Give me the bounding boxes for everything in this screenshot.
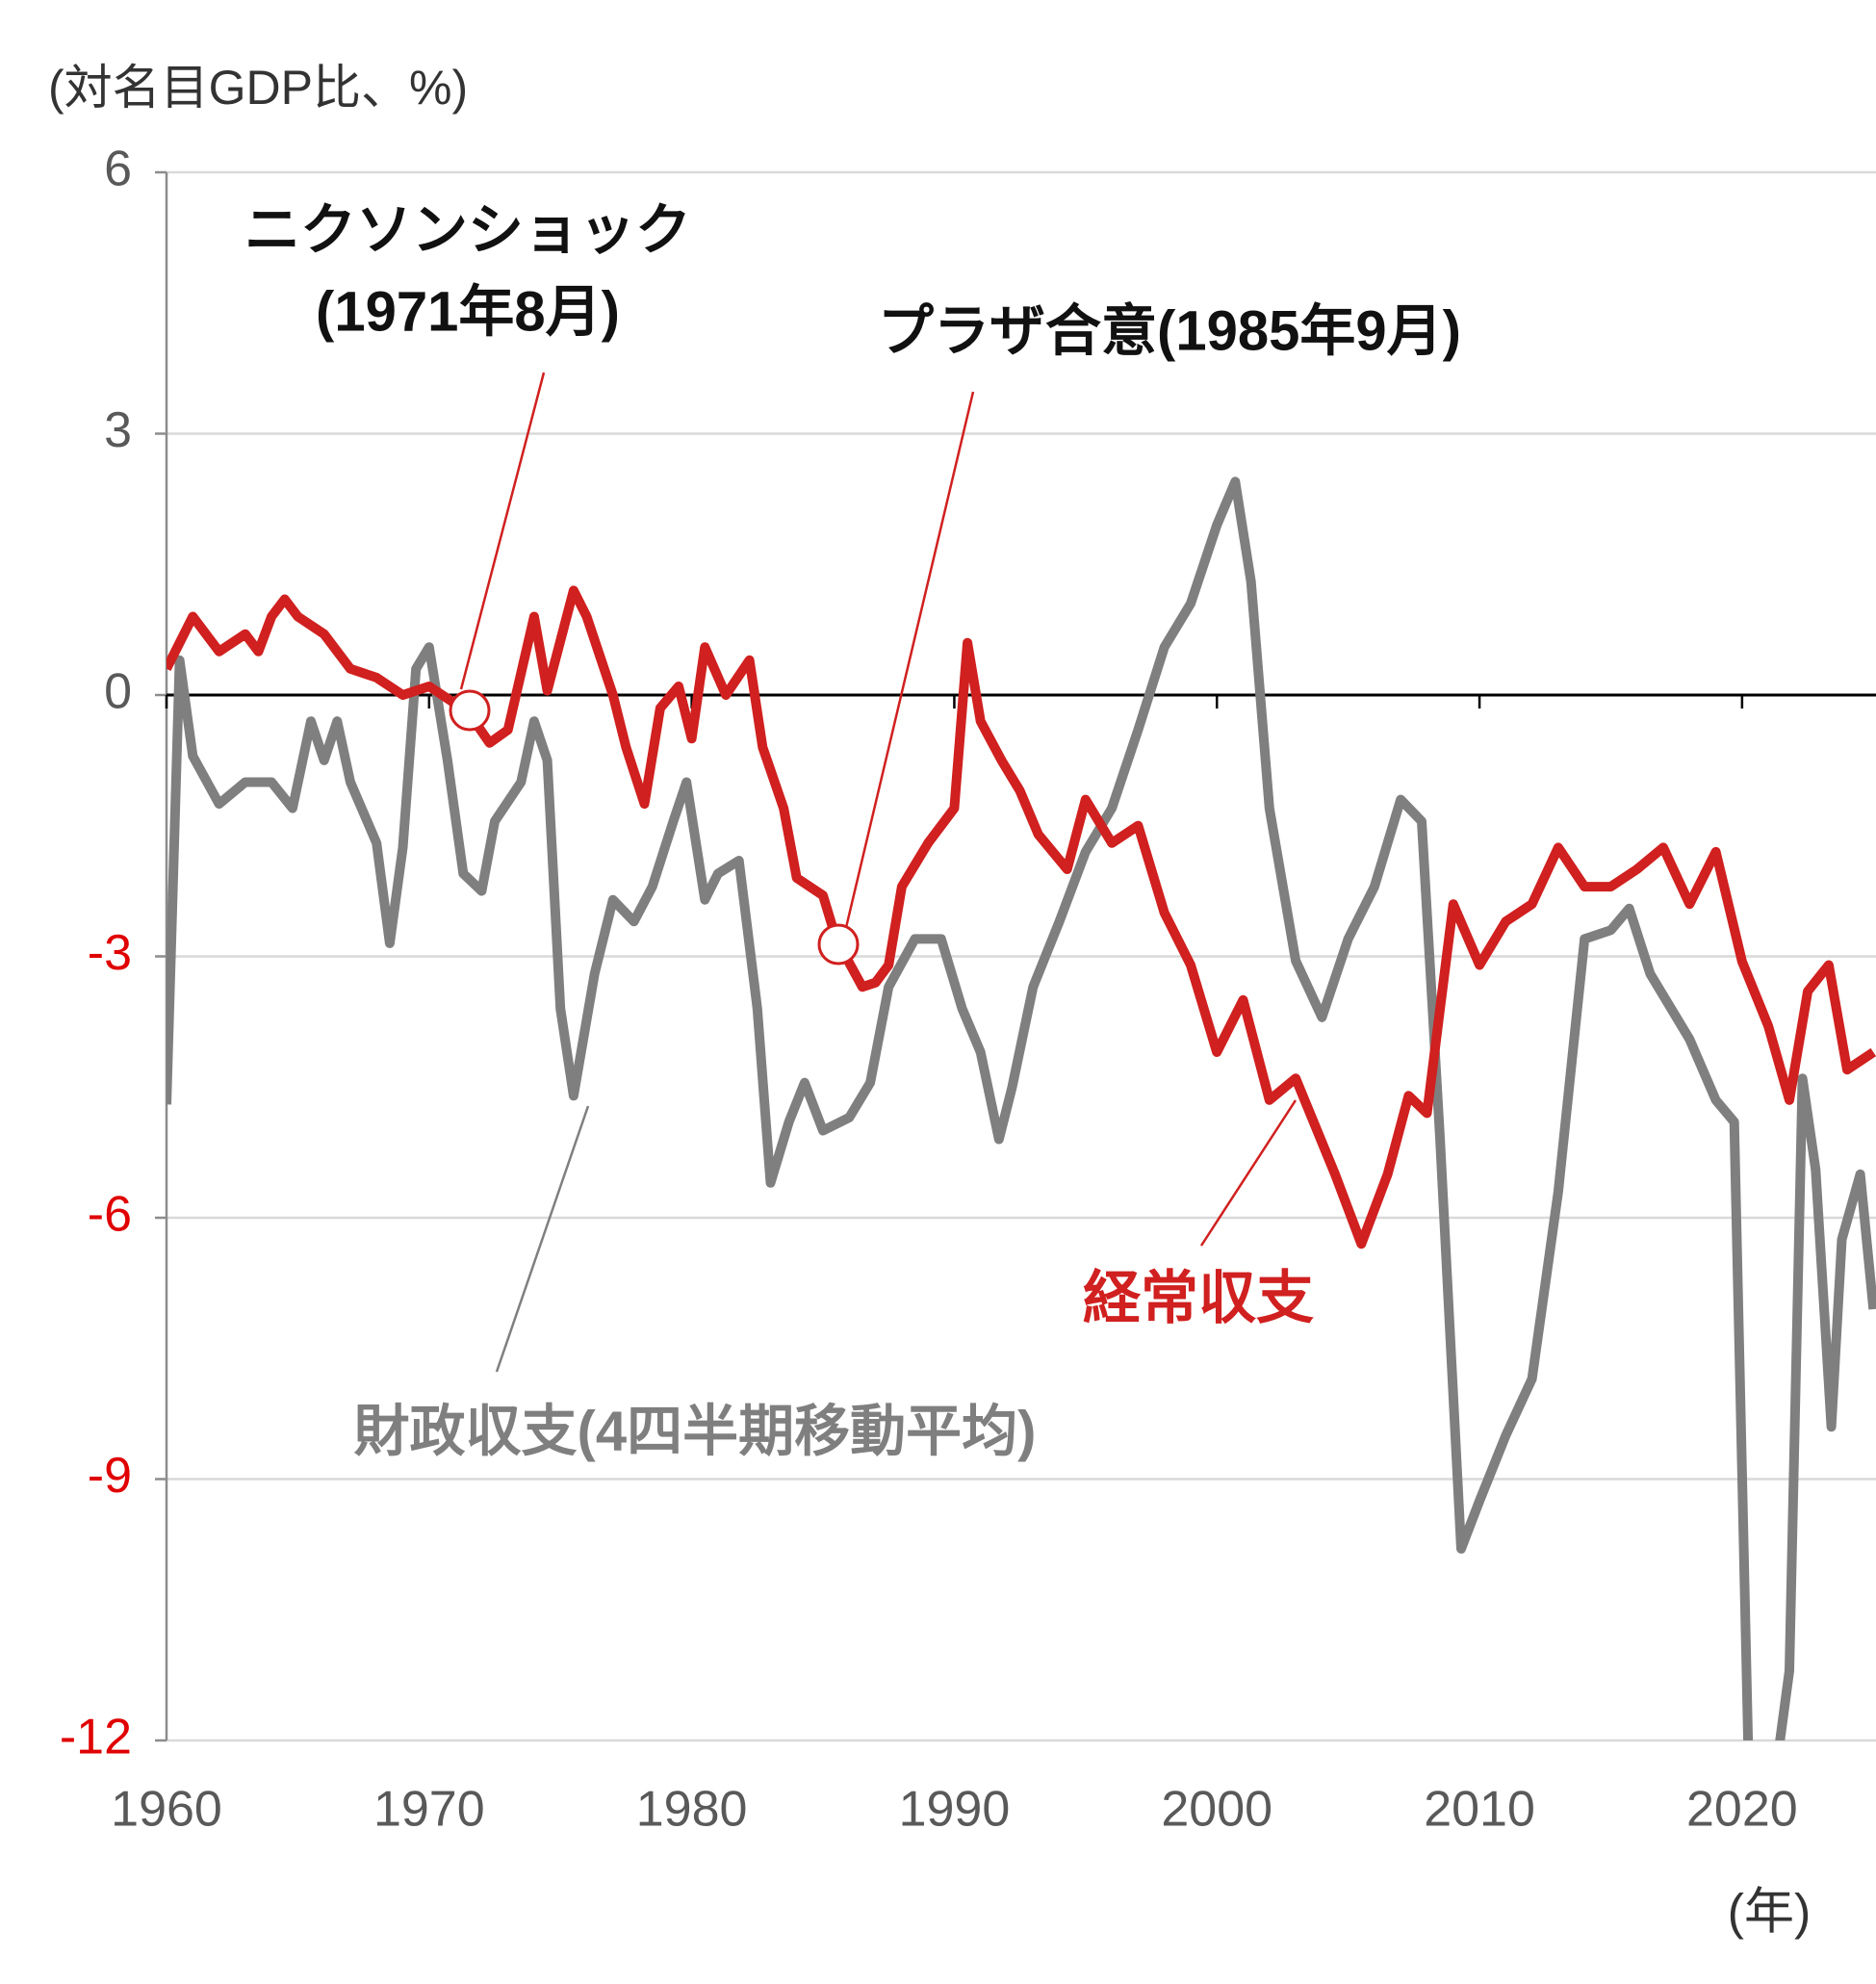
x-tick-label: 2020 <box>1686 1782 1798 1838</box>
leader-line <box>842 391 975 937</box>
plot-area <box>167 477 1876 1740</box>
x-tick-label: 1990 <box>899 1782 1011 1838</box>
leader-line <box>459 372 546 690</box>
y-tick-label: -9 <box>88 1448 132 1504</box>
annotations: ニクソンショック (1971年8月) プラザ合意(1985年9月) 経常収支 財… <box>244 198 1461 1462</box>
x-tick-label: 2000 <box>1161 1782 1272 1838</box>
x-tick-label: 1960 <box>111 1782 222 1838</box>
x-axis-label: (年) <box>1728 1885 1812 1941</box>
annotation: プラザ合意(1985年9月) <box>878 299 1461 362</box>
y-tick-label: 0 <box>104 664 132 720</box>
y-tick-label: 3 <box>104 402 132 458</box>
x-tick-label: 1980 <box>636 1782 748 1838</box>
annotation: (1971年8月) <box>316 280 620 343</box>
event-marker <box>449 689 491 732</box>
x-tick-label: 1970 <box>373 1782 485 1838</box>
grid: 6 3 0 -3 -6 -9 -12 1960 1970 1980 1990 2000 2010 2020 <box>60 142 1876 1838</box>
legend-label: 財政収支(4四半期移動平均) <box>354 1400 1037 1462</box>
y-tick-label: -3 <box>88 925 132 981</box>
series-line <box>167 477 1876 1740</box>
leader-line <box>495 1105 590 1373</box>
legend-label: 経常収支 <box>1083 1266 1314 1330</box>
y-axis-label: (対名目GDP比、%) <box>48 61 468 115</box>
x-tick-label: 2010 <box>1424 1782 1535 1838</box>
y-tick-label: -12 <box>60 1710 132 1765</box>
y-tick-label: 6 <box>104 142 132 197</box>
event-marker <box>817 923 860 966</box>
leader-line <box>1199 1099 1298 1247</box>
annotation: ニクソンショック <box>244 198 691 261</box>
y-tick-label: -6 <box>88 1187 132 1243</box>
